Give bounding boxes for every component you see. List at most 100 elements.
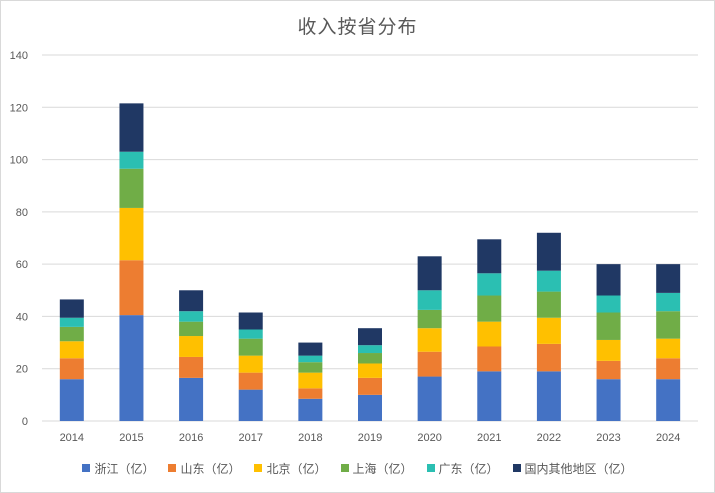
bar-segment <box>477 371 502 421</box>
bar-segment <box>298 342 323 356</box>
bar-segment <box>179 311 204 322</box>
legend-swatch <box>82 464 91 472</box>
x-tick-label: 2016 <box>179 432 203 444</box>
x-tick-label: 2022 <box>537 432 561 444</box>
bar-segment <box>358 377 382 395</box>
bar-segment <box>358 353 382 364</box>
bar-segment <box>179 336 204 357</box>
bar-segment <box>298 372 323 389</box>
bar-segment <box>477 346 502 372</box>
bar-segment <box>536 291 561 318</box>
x-tick-label: 2015 <box>119 432 143 444</box>
bar-segment <box>298 355 323 363</box>
legend-swatch <box>168 464 177 472</box>
bar-segment <box>119 103 144 152</box>
y-tick-label: 80 <box>16 207 28 219</box>
y-tick-label: 60 <box>16 259 28 271</box>
y-tick-label: 120 <box>10 102 28 114</box>
gridlines <box>42 54 698 422</box>
bar-segment <box>238 329 263 339</box>
bar-segment <box>596 339 621 361</box>
bar-segment <box>59 358 84 380</box>
legend-swatch <box>512 464 521 472</box>
y-tick-label: 40 <box>16 311 28 323</box>
bar-segment <box>119 168 144 208</box>
bar-segment <box>417 290 442 310</box>
legend-label: 广东（亿） <box>438 461 499 476</box>
legend-label: 上海（亿） <box>352 461 413 476</box>
bar-segment <box>179 290 204 312</box>
bar-segment <box>477 295 502 322</box>
legend-swatch <box>254 464 263 472</box>
bar-segment <box>179 377 204 421</box>
legend-item: 上海（亿） <box>340 460 413 477</box>
bar-segment <box>536 343 561 372</box>
bar-segment <box>536 317 561 344</box>
bar-segment <box>656 292 681 312</box>
bar-segment <box>238 312 263 330</box>
bar-segment <box>656 311 681 339</box>
x-tick-label: 2024 <box>656 432 680 444</box>
bar-segment <box>238 338 263 356</box>
bar-segment <box>596 379 621 421</box>
bar-segment <box>536 232 561 271</box>
bar-segment <box>596 312 621 340</box>
bar-segment <box>59 299 84 318</box>
bar-segment <box>238 355 263 373</box>
bar-segment <box>656 358 681 380</box>
bar-segment <box>417 309 442 329</box>
bar-segment <box>179 321 204 337</box>
x-tick-label: 2017 <box>238 432 262 444</box>
y-tick-label: 140 <box>10 50 28 62</box>
bar-segment <box>417 351 442 377</box>
bar-segment <box>298 362 323 373</box>
bar-segment <box>59 341 84 359</box>
legend-item: 广东（亿） <box>426 460 499 477</box>
bar-segment <box>417 376 442 421</box>
legend-item: 山东（亿） <box>168 460 240 477</box>
bar-segment <box>536 270 561 292</box>
bar-segment <box>119 315 144 421</box>
legend-swatch <box>340 464 349 472</box>
x-tick-label: 2014 <box>60 432 84 444</box>
bar-segment <box>417 328 442 352</box>
bar-segment <box>477 273 502 296</box>
x-tick-label: 2019 <box>358 432 382 444</box>
bar-segment <box>358 363 382 378</box>
bar-segment <box>59 379 84 421</box>
bar-segment <box>656 338 681 359</box>
bar-segment <box>656 264 681 293</box>
bar-segment <box>119 260 144 316</box>
legend: 浙江（亿） 山东（亿） 北京（亿） 上海（亿） 广东（亿） 国内其他地区（亿） <box>0 456 715 480</box>
x-tick-label: 2021 <box>477 432 501 444</box>
bar-segment <box>536 371 561 421</box>
x-tick-label: 2023 <box>596 432 620 444</box>
bar-segment <box>477 321 502 347</box>
bar-segment <box>179 356 204 378</box>
bar-segment <box>119 151 144 169</box>
bar-segment <box>238 389 263 421</box>
bar-segment <box>417 256 442 291</box>
x-tick-label: 2018 <box>298 432 322 444</box>
bar-segment <box>358 328 382 346</box>
bar-segment <box>298 388 323 399</box>
bar-segment <box>358 394 382 421</box>
bar-segment <box>656 379 681 421</box>
legend-label: 浙江（亿） <box>94 461 155 476</box>
y-tick-label: 0 <box>22 416 28 428</box>
bar-segment <box>596 264 621 296</box>
y-tick-label: 20 <box>16 364 28 376</box>
bar-segment <box>59 326 84 342</box>
legend-label: 北京（亿） <box>266 461 327 476</box>
bar-series <box>59 103 681 421</box>
legend-swatch <box>426 464 435 472</box>
bar-segment <box>238 372 263 390</box>
bar-segment <box>477 239 502 274</box>
legend-label: 国内其他地区（亿） <box>524 461 633 476</box>
x-tick-label: 2020 <box>417 432 441 444</box>
legend-item: 北京（亿） <box>254 460 327 477</box>
bar-segment <box>298 398 323 421</box>
legend-item: 国内其他地区（亿） <box>512 460 633 477</box>
